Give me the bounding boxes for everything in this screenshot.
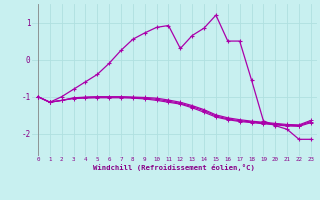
X-axis label: Windchill (Refroidissement éolien,°C): Windchill (Refroidissement éolien,°C) xyxy=(93,164,255,171)
